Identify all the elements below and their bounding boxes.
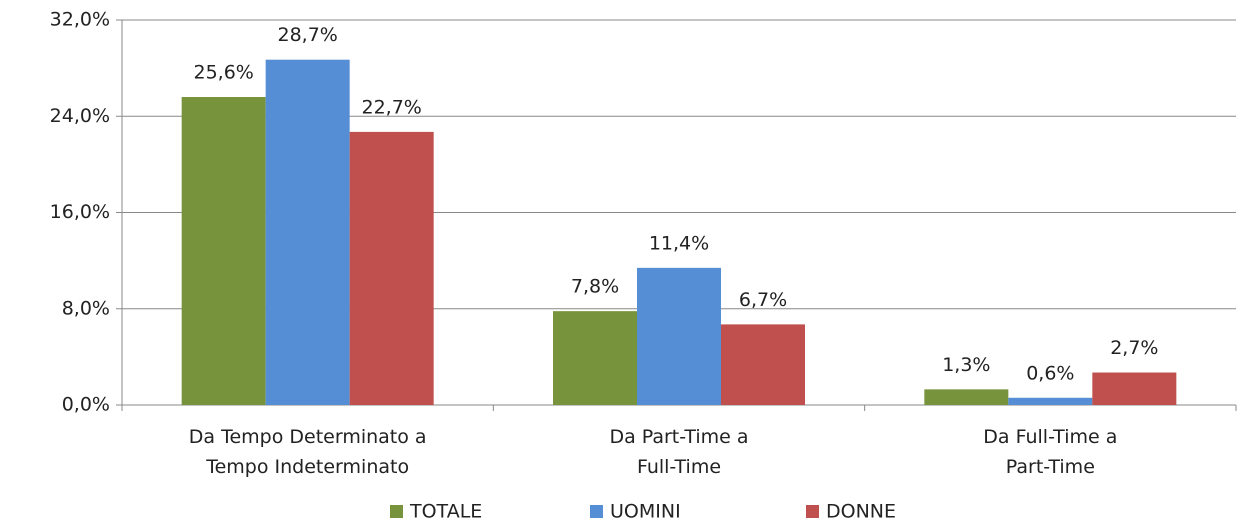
value-label: 11,4% [649, 232, 709, 254]
value-label: 28,7% [277, 24, 337, 46]
legend-label: DONNE [826, 501, 896, 520]
value-label: 22,7% [361, 96, 421, 118]
value-label: 2,7% [1110, 337, 1158, 359]
bar [265, 59, 350, 405]
bar [721, 324, 805, 405]
bar [637, 267, 721, 405]
x-tick-label: Da Tempo Determinato a Tempo Indetermina… [188, 426, 427, 478]
value-label: 0,6% [1026, 362, 1074, 384]
value-label: 1,3% [942, 354, 990, 376]
value-label: 6,7% [739, 289, 787, 311]
bar [1092, 372, 1177, 405]
bar [349, 131, 434, 405]
y-tick-label: 24,0% [50, 105, 110, 127]
y-tick-label: 32,0% [50, 9, 110, 31]
legend-label: UOMINI [610, 501, 681, 520]
legend-label: TOTALE [409, 501, 482, 520]
value-label: 25,6% [193, 62, 253, 84]
y-tick-label: 16,0% [50, 201, 110, 223]
bar [553, 311, 637, 405]
legend-swatch [590, 505, 603, 518]
legend-swatch [806, 505, 819, 518]
bar [1008, 397, 1093, 405]
bar [924, 389, 1009, 405]
x-tick-label: Da Full-Time a Part-Time [983, 426, 1118, 478]
y-tick-label: 0,0% [62, 394, 110, 416]
value-label: 7,8% [571, 276, 619, 298]
bar [181, 97, 266, 405]
legend-swatch [390, 505, 403, 518]
y-tick-label: 8,0% [62, 297, 110, 319]
x-tick-label: Da Part-Time a Full-Time [609, 426, 749, 478]
